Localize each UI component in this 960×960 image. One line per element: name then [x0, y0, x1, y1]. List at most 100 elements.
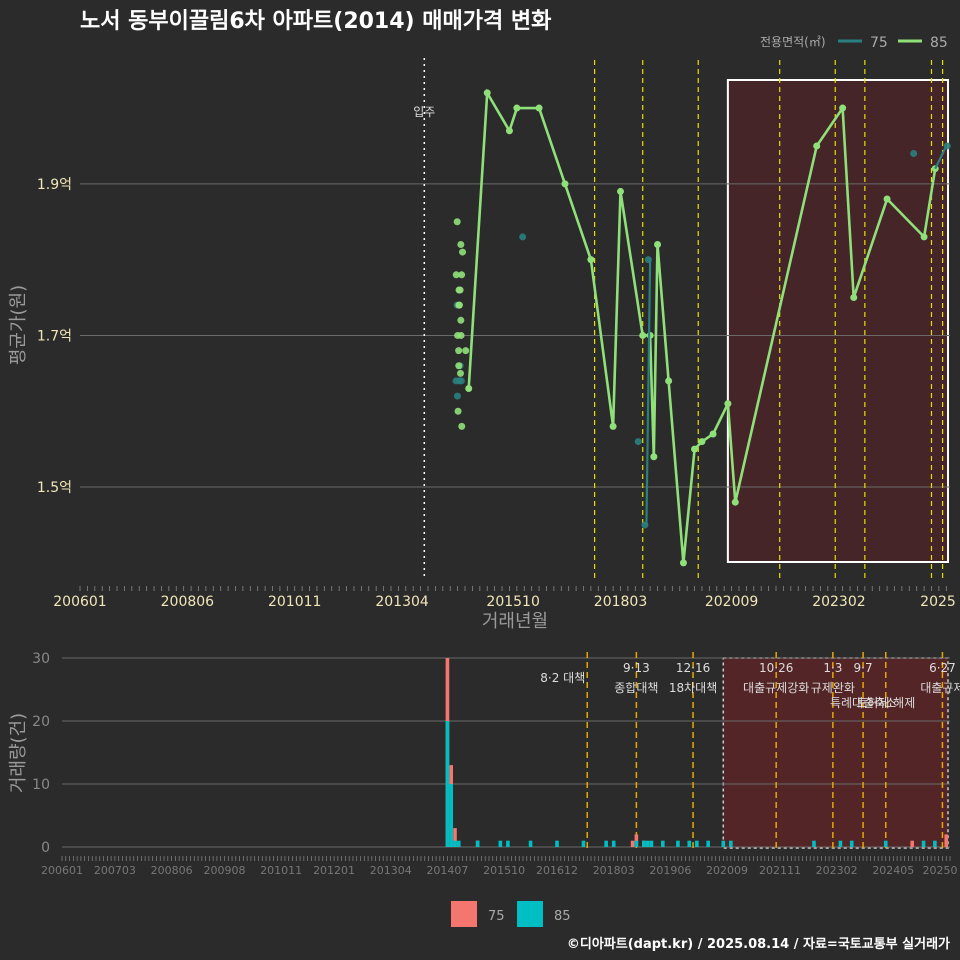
legend-label-75: 75	[870, 35, 888, 51]
volume-bar-85	[457, 841, 461, 847]
volume-bar-85	[721, 841, 725, 847]
x-tick-label: 202111	[759, 864, 801, 877]
data-point-75	[910, 150, 917, 157]
policy-sublabel: 대출규제강화	[743, 681, 809, 695]
volume-bar-85	[706, 841, 710, 847]
data-point-85	[850, 294, 857, 301]
move-in-label: 입주	[413, 105, 435, 119]
x-tick-label: 200703	[94, 864, 136, 877]
policy-label: 12·16	[676, 661, 710, 675]
legend-swatch-75	[451, 901, 477, 927]
volume-bar-85	[612, 841, 616, 847]
volume-bar-85	[661, 841, 665, 847]
data-point-75	[454, 393, 461, 400]
data-point-85	[455, 347, 462, 354]
data-point-85	[710, 430, 717, 437]
data-point-85	[587, 256, 594, 263]
data-point-75	[519, 233, 526, 240]
data-point-85	[457, 241, 464, 248]
volume-bar-85	[650, 841, 654, 847]
footer-credit: ©디아파트(dapt.kr) / 2025.08.14 / 자료=국토교통부 실…	[567, 936, 950, 952]
data-point-85	[462, 347, 469, 354]
x-tick-label: 201011	[268, 594, 321, 610]
x-tick-label: 201510	[483, 864, 525, 877]
policy-label: 1·3	[823, 661, 842, 675]
data-point-85	[610, 423, 617, 430]
data-point-85	[698, 438, 705, 445]
legend-label-85: 85	[930, 35, 948, 51]
y-tick-label: 10	[32, 777, 50, 793]
y-axis-title: 거래량(건)	[8, 713, 29, 793]
policy-label: 8·2 대책	[540, 670, 585, 685]
x-tick-label: 201304	[370, 864, 412, 877]
volume-bar-85	[839, 841, 843, 847]
volume-bar-85	[850, 841, 854, 847]
volume-bar-85	[687, 841, 691, 847]
data-point-85	[457, 286, 464, 293]
x-tick-label: 200806	[151, 864, 193, 877]
data-point-85	[561, 180, 568, 187]
x-tick-label: 201803	[594, 594, 647, 610]
x-tick-label: 200806	[161, 594, 215, 610]
policy-sublabel: 토허제 해제	[856, 696, 915, 710]
y-tick-label: 1.9억	[37, 177, 72, 193]
data-point-85	[650, 453, 657, 460]
x-tick-label: 200601	[53, 594, 106, 610]
data-point-75	[635, 438, 642, 445]
volume-bar-85	[529, 841, 533, 847]
x-tick-label: 201201	[313, 864, 355, 877]
data-point-85	[484, 89, 491, 96]
policy-label: 6·27	[929, 661, 956, 675]
data-point-85	[724, 400, 731, 407]
policy-sublabel: 종합대책	[614, 680, 658, 695]
data-point-85	[455, 362, 462, 369]
data-point-85	[513, 105, 520, 112]
volume-bar-85	[729, 841, 733, 847]
data-point-85	[458, 423, 465, 430]
data-point-85	[639, 332, 646, 339]
y-axis-title: 평균가(원)	[8, 285, 29, 365]
x-axis-title: 거래년월	[482, 611, 548, 632]
volume-bar-85	[695, 841, 699, 847]
volume-bar-85	[642, 841, 646, 847]
data-point-85	[665, 377, 672, 384]
volume-bar-85	[476, 841, 480, 847]
x-tick-label: 2025	[920, 594, 956, 610]
policy-sublabel: 18차대책	[669, 680, 717, 695]
volume-bar-85	[604, 841, 608, 847]
data-point-85	[839, 105, 846, 112]
x-tick-label: 202302	[812, 594, 865, 610]
y-tick-label: 1.5억	[37, 480, 72, 496]
volume-bar-85	[635, 841, 639, 847]
data-point-85	[884, 196, 891, 203]
volume-bar-85	[812, 841, 816, 847]
volume-bar-75	[944, 834, 948, 847]
volume-bar-85	[646, 841, 650, 847]
volume-bar-85	[582, 841, 586, 847]
policy-label: 9·13	[623, 661, 650, 675]
policy-label: 9·7	[854, 661, 873, 675]
chart-title: 노서 동부이끌림6차 아파트(2014) 매매가격 변화	[80, 9, 551, 34]
policy-label: 10·26	[759, 661, 793, 675]
data-point-85	[617, 188, 624, 195]
data-point-85	[732, 499, 739, 506]
data-point-85	[454, 218, 461, 225]
data-point-85	[457, 370, 464, 377]
x-tick-label: 201803	[593, 864, 635, 877]
x-tick-label: 201304	[375, 594, 429, 610]
data-point-85	[536, 105, 543, 112]
volume-bar-85	[676, 841, 680, 847]
x-tick-label: 202302	[816, 864, 858, 877]
data-point-85	[458, 332, 465, 339]
data-point-85	[691, 446, 698, 453]
x-tick-label: 200601	[41, 864, 83, 877]
x-tick-label: 201510	[486, 594, 539, 610]
data-point-85	[455, 408, 462, 415]
volume-bar-85	[506, 841, 510, 847]
volume-bar-85	[933, 841, 937, 847]
legend-bottom-label-75: 75	[488, 909, 505, 924]
legend-swatch-85	[517, 901, 543, 927]
data-point-85	[813, 142, 820, 149]
y-tick-label: 1.7억	[37, 328, 72, 344]
x-tick-label: 201011	[260, 864, 302, 877]
